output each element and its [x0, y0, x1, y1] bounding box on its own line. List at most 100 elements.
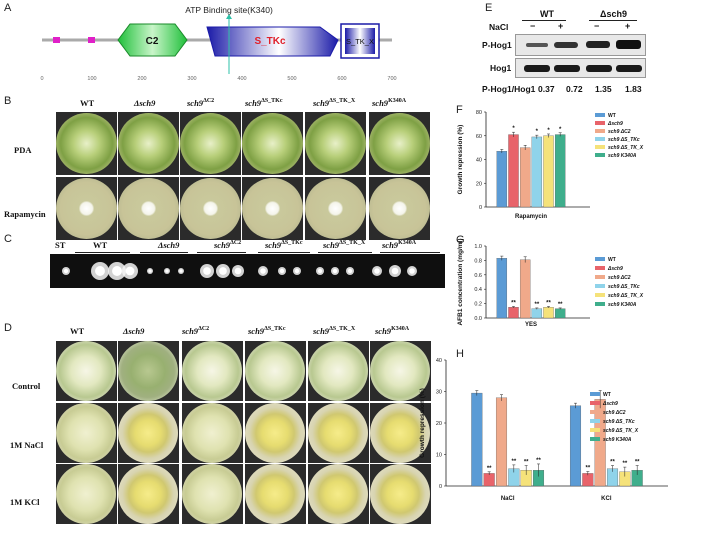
chart-F-sig-0-5: * [559, 127, 562, 133]
panel-d-plate-2-1 [118, 464, 178, 524]
chart-H-sig-0-3: ** [511, 459, 516, 465]
panel-d-cell-0-1 [118, 341, 179, 401]
panel-d-plate-0-2 [182, 341, 242, 401]
panel-b-cell-0-4 [305, 112, 366, 175]
panel-c-header-3: sch9ΔS_TKc [265, 240, 303, 250]
panel-d-plate-1-0 [56, 403, 116, 463]
chart-H-legend-swatch-1 [590, 401, 600, 405]
chart-F-ytick-label-3: 60 [476, 134, 482, 140]
s-tkc-domain [206, 26, 339, 57]
chart-G-legend-swatch-3 [595, 284, 605, 288]
row-label-kcl: 1M KCl [10, 497, 40, 507]
panel-b-cell-1-4 [305, 177, 366, 240]
chart-H-legend-swatch-2 [590, 410, 600, 414]
panel-d-plate-1-5 [370, 403, 430, 463]
chart-F-legend-swatch-0 [595, 113, 605, 117]
panel-d-header-0: WT [70, 326, 85, 336]
chart-H-legend-swatch-5 [590, 437, 600, 441]
tlc-spot-core-7 [203, 267, 211, 275]
blot-group-wt: WT [540, 9, 554, 19]
nacl-label: NaCl [489, 22, 509, 32]
motif-marker-1 [53, 37, 60, 43]
chart-H-sig-0-1: ** [487, 466, 492, 472]
panel-d-header-1: Δsch9 [123, 326, 145, 336]
chart-G-legend-swatch-1 [595, 266, 605, 270]
panel-c-header-5: sch9K340A [382, 240, 417, 250]
panel-b-cell-1-0 [56, 177, 117, 240]
panel-d-cell-0-3 [245, 341, 306, 401]
panel-d-cell-1-1 [118, 403, 179, 463]
panel-label-c: C [4, 233, 12, 245]
tlc-spot-core-8 [219, 267, 227, 275]
panel-b-plate-0-1 [118, 113, 179, 174]
chart-F-sig-0-3: * [536, 129, 539, 135]
chart-H-ytick-label-3: 30 [436, 390, 442, 396]
panel-label-f: F [456, 104, 463, 116]
panel-d-cell-1-2 [182, 403, 243, 463]
chart-G-legend-label-5: sch9 K340A [608, 302, 637, 308]
panel-label-d: D [4, 322, 12, 334]
panel-b-header-0: WT [80, 98, 95, 108]
chart-G-ylabel: AFB1 concentration (mg/ml) [457, 238, 464, 325]
chart-G-bar-0-4 [543, 307, 554, 319]
panel-d-plate-0-1 [118, 341, 178, 401]
panel-b-header-4: sch9ΔS_TK_X [313, 98, 356, 108]
blot-group-line-dsch9 [589, 20, 637, 21]
chart-F-sig-0-4: * [547, 128, 550, 134]
panel-d-plate-2-0 [56, 464, 116, 524]
panel-d-plate-0-0 [56, 341, 116, 401]
panel-b-plate-1-4 [305, 178, 366, 239]
tlc-spot-core-3 [125, 266, 135, 276]
chart-H-category-1: KCl [601, 496, 612, 502]
chart-F-legend-swatch-1 [595, 121, 605, 125]
domain-map-ticks: 0 100 200 300 400 500 600 700 [40, 76, 396, 82]
ratio-2: 0.72 [566, 84, 583, 94]
panel-c-underline-0 [75, 252, 130, 253]
tlc-plate [50, 254, 445, 288]
chart-F-bar-0-5 [554, 134, 566, 208]
panel-b-plate-0-3 [242, 113, 303, 174]
s-tkc-label: S_TKc [254, 36, 286, 47]
chart-H-legend-label-5: sch9 K340A [603, 437, 632, 443]
atp-site-arrowhead [226, 14, 232, 19]
panel-b-plate-1-5 [369, 178, 430, 239]
chart-G-ytick-label-0: 0.0 [474, 316, 482, 322]
tlc-spot-core-1 [95, 266, 105, 276]
tlc-spot-core-13 [317, 268, 323, 274]
panel-b-cell-1-1 [118, 177, 179, 240]
chart-f: 0 20 40 60 80 Growth repression (%) * * * * Rapamy… [457, 110, 644, 220]
panel-label-a: A [4, 2, 12, 14]
panel-d-plate-1-2 [182, 403, 242, 463]
panel-c-header-4: sch9ΔS_TK_X [323, 240, 366, 250]
chart-G-ytick-label-3: 0.6 [474, 273, 482, 279]
panel-d-cell-0-2 [182, 341, 243, 401]
chart-H-sig-1-5: ** [635, 460, 640, 466]
c2-domain [117, 23, 188, 57]
panel-d-header-4: sch9ΔS_TK_X [313, 326, 356, 336]
chart-H-ytick-label-2: 20 [436, 421, 442, 427]
panel-d-cell-0-5 [370, 341, 431, 401]
blot-group-dsch9: Δsch9 [600, 9, 627, 19]
chart-H-legend-label-0: WT [603, 392, 611, 398]
panel-d-plate-2-4 [308, 464, 368, 524]
chart-G-ytick-label-4: 0.8 [474, 258, 482, 264]
chart-G-category-0: YES [525, 322, 537, 328]
atp-site-label: ATP Binding site(K340) [185, 5, 273, 15]
panel-b-plate-1-1 [118, 178, 179, 239]
chart-G-legend-swatch-4 [595, 293, 605, 297]
chart-F-ytick-label-2: 40 [476, 158, 482, 164]
panel-b-cell-1-3 [242, 177, 303, 240]
chart-G-legend-swatch-0 [595, 257, 605, 261]
panel-b-plate-1-0 [56, 178, 117, 239]
chart-h: 0 10 20 30 40 Growth repression (%) ** ** ** ** Na… [419, 358, 668, 502]
chart-G-ytick-label-5: 1.0 [474, 244, 482, 250]
chart-H-bar-0-2 [495, 397, 508, 487]
tlc-spot-core-0 [63, 268, 69, 274]
chart-G-sig-0-1: ** [511, 300, 516, 306]
panel-d-cell-2-2 [182, 464, 243, 524]
chart-H-legend-label-2: sch9 ΔC2 [603, 410, 626, 416]
chart-F-ytick-label-4: 80 [476, 110, 482, 116]
chart-H-ylabel: Growth repression (%) [419, 388, 426, 458]
chart-H-category-0: NaCl [501, 496, 515, 502]
